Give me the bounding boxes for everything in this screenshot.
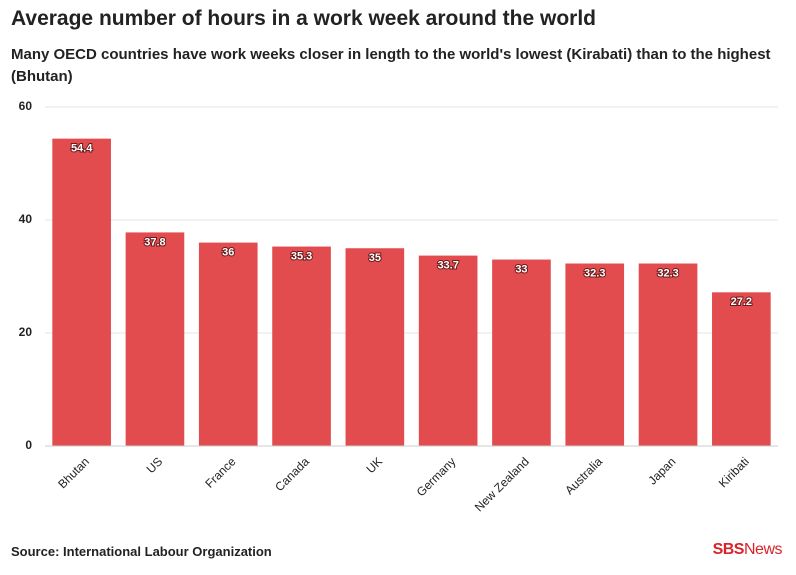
value-label: 32.3 bbox=[657, 267, 678, 279]
value-label: 35.3 bbox=[291, 250, 312, 262]
x-tick-label: France bbox=[202, 454, 239, 491]
brand-light: News bbox=[743, 541, 783, 558]
chart-title: Average number of hours in a work week a… bbox=[11, 7, 596, 30]
x-tick-label: New Zealand bbox=[472, 454, 532, 514]
x-tick-label: Kiribati bbox=[716, 454, 752, 490]
x-tick-label: Germany bbox=[414, 454, 459, 499]
brand-logo: SBSNews bbox=[712, 541, 783, 559]
value-label: 27.2 bbox=[731, 296, 752, 308]
value-label: 33.7 bbox=[437, 260, 458, 272]
brand-bold: SBS bbox=[712, 541, 745, 558]
x-tick-label: Canada bbox=[272, 454, 312, 494]
value-label: 54.4 bbox=[71, 143, 93, 155]
bar bbox=[492, 259, 551, 446]
bar bbox=[125, 232, 185, 446]
bar bbox=[565, 263, 625, 446]
value-label: 37.8 bbox=[144, 236, 165, 248]
bar bbox=[198, 242, 258, 446]
bar bbox=[272, 246, 331, 446]
bar bbox=[418, 255, 478, 446]
source: Source: International Labour Organizatio… bbox=[11, 544, 272, 559]
bar bbox=[345, 248, 405, 446]
y-tick-label: 40 bbox=[19, 212, 33, 226]
y-tick-label: 0 bbox=[25, 438, 32, 452]
value-label: 32.3 bbox=[584, 267, 605, 279]
x-tick-label: US bbox=[144, 454, 166, 476]
bar bbox=[638, 263, 698, 446]
bar bbox=[52, 138, 111, 446]
chart-subtitle: Many OECD countries have work weeks clos… bbox=[11, 46, 771, 85]
value-label: 36 bbox=[222, 247, 234, 259]
value-label: 35 bbox=[369, 252, 381, 264]
bar bbox=[712, 292, 771, 446]
y-tick-label: 60 bbox=[19, 99, 33, 113]
y-tick-label: 20 bbox=[19, 325, 33, 339]
value-label: 33 bbox=[515, 263, 527, 275]
x-tick-label: Japan bbox=[645, 454, 678, 487]
x-tick-label: UK bbox=[364, 454, 386, 476]
x-tick-label: Bhutan bbox=[55, 454, 92, 491]
x-tick-label: Australia bbox=[562, 454, 605, 497]
